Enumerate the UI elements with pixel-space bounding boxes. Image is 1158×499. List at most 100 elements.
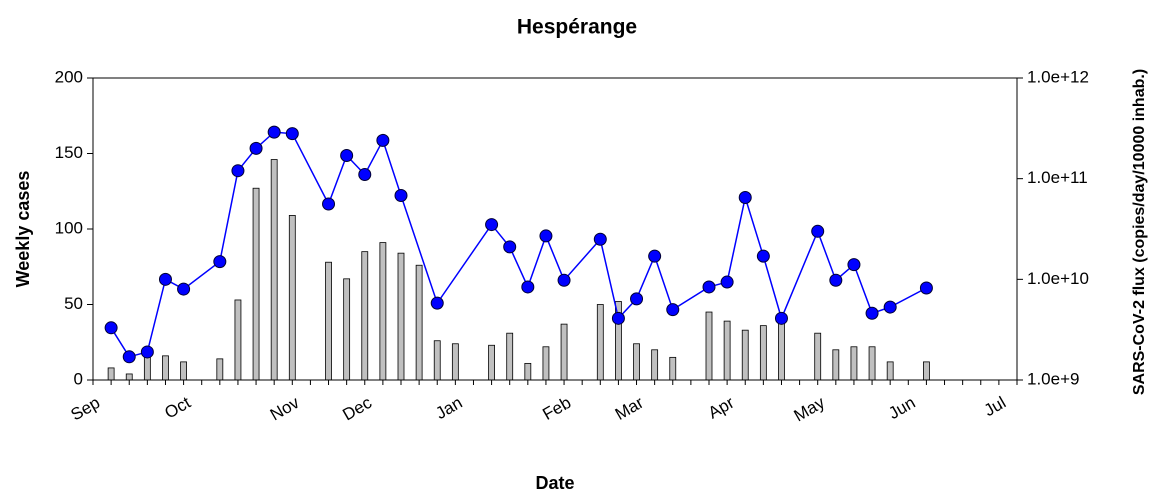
point [702,280,716,294]
point [285,127,299,141]
point [267,125,281,139]
x-axis-label: Date [535,473,574,493]
x-tick-label: Dec [339,393,375,425]
chart-title: Hespérange [517,16,637,39]
point [521,280,535,294]
bar [451,343,459,381]
x-tick-label: May [791,393,829,426]
bar [433,340,441,381]
point [865,306,879,320]
point [720,275,734,289]
bar [252,187,260,381]
bar [759,325,767,381]
bar [923,361,930,381]
y-tick-label: 50 [64,294,83,313]
point [394,189,408,203]
x-tick-label: Feb [539,393,574,424]
bar [343,278,351,381]
point [630,292,644,306]
y2-tick-label: 1.0e+10 [1027,269,1089,288]
point [322,197,336,211]
bar [886,361,894,381]
bar [524,362,532,381]
point [249,141,263,155]
bar [234,299,242,381]
x-tick-label: Jun [885,393,918,423]
bar [216,358,224,381]
bar [107,367,115,381]
point [738,191,752,205]
point [611,311,625,325]
point [883,300,897,314]
point [593,232,607,246]
bar [506,332,514,381]
bar [361,251,369,381]
bar [832,349,840,381]
point [430,296,444,310]
bar [705,311,713,381]
plot-frame [92,77,1018,381]
bar [180,361,187,381]
point [557,273,571,287]
y-tick-label: 200 [55,67,83,86]
bar [379,242,387,381]
bar [560,323,568,381]
bar [288,215,296,381]
point [648,249,662,263]
y-tick-label: 100 [55,218,83,237]
bar [125,373,133,381]
point [158,272,172,286]
bar [596,304,604,381]
point [666,303,680,317]
point [140,345,154,359]
y2-tick-label: 1.0e+11 [1027,168,1088,187]
point [213,255,227,269]
bar [669,356,677,381]
point [122,350,136,364]
point [358,167,372,181]
x-tick-label: Sep [68,393,104,425]
bar [850,346,858,381]
point [539,229,553,243]
y2-tick-label: 1.0e+9 [1027,369,1079,388]
y-tick-label: 0 [74,369,83,388]
x-tick-label: Nov [267,393,303,425]
x-tick-label: Mar [612,393,647,424]
bar [270,159,278,381]
point [485,218,499,232]
point [376,133,390,147]
bar [397,252,405,381]
bar [633,343,640,381]
point [919,281,933,295]
y2-axis-label: SARS-CoV-2 flux (copies/day/10000 inhab.… [1131,69,1148,395]
point [503,240,517,254]
bar [651,349,659,381]
point [829,273,843,287]
point [847,258,861,272]
x-tick-label: Jan [432,393,465,423]
bar [415,264,423,381]
point [104,321,118,335]
y-tick-label: 150 [55,143,83,162]
bar [741,329,749,381]
bar [778,320,785,381]
bar [143,355,151,381]
bar [488,344,495,381]
point [774,311,788,325]
y-axis-label: Weekly cases [13,171,33,288]
bar [162,355,169,381]
bar [325,261,332,381]
bar [814,332,822,381]
bar [723,320,731,381]
line [110,131,927,358]
x-tick-label: Jul [981,393,1009,420]
y2-tick-label: 1.0e+12 [1027,67,1089,86]
point [756,249,770,263]
point [340,148,354,162]
point [231,164,245,178]
x-tick-label: Oct [161,393,194,423]
point [811,224,825,238]
bar [868,346,876,381]
x-tick-label: Apr [705,393,738,423]
